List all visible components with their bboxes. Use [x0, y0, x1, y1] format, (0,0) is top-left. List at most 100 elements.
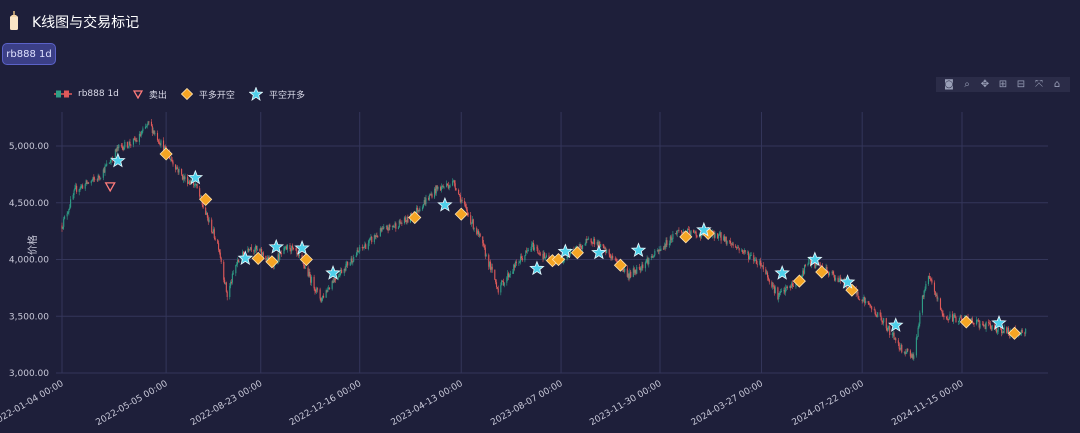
candle-body — [646, 258, 648, 263]
candle-body — [724, 236, 726, 242]
legend-item-sell[interactable]: 卖出 — [132, 88, 167, 101]
candle-body — [307, 267, 309, 276]
candle-body — [1021, 329, 1023, 333]
candle-body — [654, 250, 656, 256]
legend-label-sell: 卖出 — [148, 90, 167, 101]
candle-body — [945, 316, 948, 319]
candle-body — [78, 189, 80, 192]
candle-body — [744, 250, 746, 253]
pan-icon[interactable]: ✥ — [980, 79, 990, 90]
candle-body — [250, 247, 252, 251]
candle-body — [653, 255, 655, 258]
candle-body — [341, 269, 343, 274]
candle-body — [919, 312, 921, 324]
candle-body — [865, 301, 867, 304]
candle-body — [61, 225, 63, 229]
candle-body — [431, 194, 433, 198]
candle-body — [873, 309, 875, 311]
home-icon[interactable]: ⌂ — [1053, 79, 1061, 90]
candle-body — [539, 253, 541, 255]
candle-body — [1019, 334, 1022, 336]
candle-body — [533, 247, 535, 251]
candle-body — [545, 257, 547, 259]
candle-body — [289, 244, 291, 250]
candle-body — [750, 255, 752, 256]
candle-body — [207, 217, 209, 222]
candle-body — [416, 207, 418, 212]
candle-body — [446, 183, 449, 186]
candle-body — [133, 138, 135, 140]
legend-item-close-long[interactable]: 平多开空 — [180, 88, 235, 101]
zoom-icon[interactable]: ⌕ — [964, 79, 970, 90]
candle-body — [591, 242, 593, 244]
close-short-open-long-marker — [630, 242, 647, 258]
candle-body — [117, 147, 119, 149]
candle-body — [867, 301, 869, 303]
candle-body — [792, 285, 794, 287]
y-axis-title: 价格 — [26, 235, 39, 255]
candle-body — [339, 272, 341, 277]
candle-body — [1001, 328, 1003, 334]
legend-item-candles[interactable]: rb888 1d — [54, 89, 119, 99]
candle-body — [784, 289, 786, 293]
candle-body — [130, 144, 132, 146]
candle-body — [482, 236, 484, 244]
candle-body — [473, 228, 475, 229]
candle-body — [593, 238, 595, 244]
candle-body — [725, 236, 727, 244]
candle-body — [863, 297, 865, 300]
candle-body — [64, 216, 66, 219]
candle-body — [899, 348, 901, 350]
candle-body — [602, 244, 604, 247]
zoom-in-icon[interactable]: ⊞ — [998, 79, 1008, 90]
candle-body — [530, 249, 532, 251]
candle-body — [349, 262, 351, 266]
candle-body — [509, 273, 511, 275]
candle-body — [989, 323, 991, 329]
candle-body — [929, 276, 931, 279]
candle-body — [916, 336, 918, 338]
legend-item-close-short[interactable]: 平空开多 — [248, 87, 305, 101]
candle-body — [340, 269, 342, 273]
candle-body — [939, 298, 942, 310]
candle-body — [976, 319, 978, 325]
candle-body — [115, 149, 117, 152]
candle-body — [138, 133, 140, 142]
candle-body — [63, 218, 65, 227]
camera-icon[interactable]: ◙ — [944, 79, 954, 90]
candle-body — [837, 277, 839, 282]
candle-body — [267, 257, 269, 260]
candle-body — [695, 232, 697, 236]
candle-body — [400, 222, 402, 224]
candle-body — [478, 233, 480, 235]
candle-body — [1006, 327, 1008, 333]
candle-body — [779, 291, 782, 293]
candle-body — [453, 180, 455, 184]
candle-body — [496, 287, 498, 289]
x-tick-label: 2023-11-30 00:00 — [588, 379, 663, 428]
candle-body — [452, 180, 455, 182]
candle-body — [327, 288, 329, 292]
candle-body — [385, 226, 387, 227]
candle-body — [140, 134, 142, 137]
candle-body — [226, 291, 228, 297]
candle-body — [814, 260, 816, 268]
candle-body — [319, 289, 321, 299]
candle-body — [154, 132, 156, 134]
candle-body — [70, 199, 72, 208]
candle-body — [249, 247, 251, 250]
candle-body — [641, 264, 643, 269]
candle-body — [648, 257, 650, 265]
candlestick-legend-icon — [54, 90, 72, 98]
autoscale-icon[interactable]: ⤧ — [1035, 79, 1043, 90]
tab-rb888-1d[interactable]: rb888 1d — [2, 43, 56, 65]
candle-body — [754, 259, 756, 262]
candle-body — [519, 261, 521, 263]
candle-body — [332, 281, 334, 283]
candle-body — [960, 315, 962, 319]
candle-body — [347, 261, 349, 266]
candle-body — [771, 282, 773, 287]
candle-body — [760, 260, 762, 266]
zoom-out-icon[interactable]: ⊟ — [1016, 79, 1026, 90]
